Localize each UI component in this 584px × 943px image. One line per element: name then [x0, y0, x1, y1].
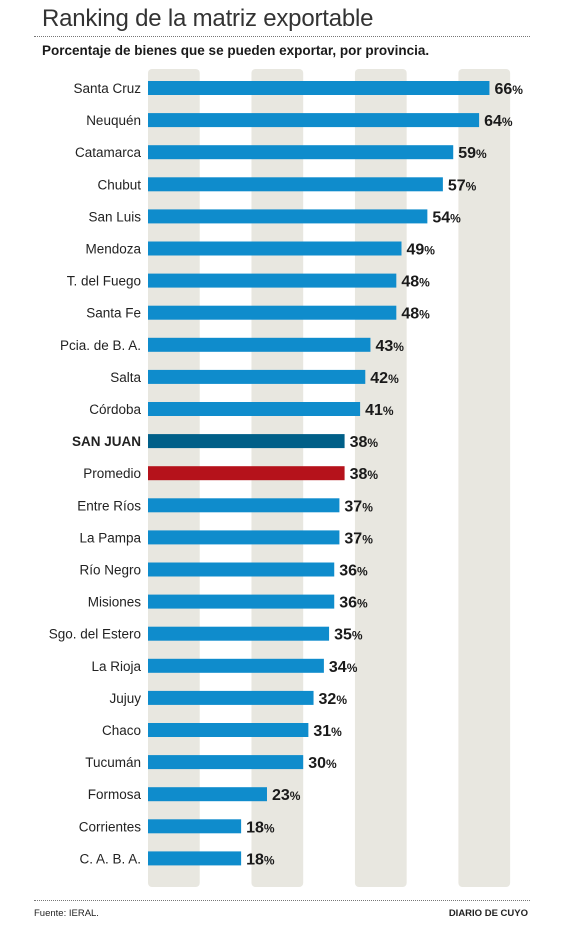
- category-label-catamarca: Catamarca: [75, 145, 142, 160]
- value-label-misiones: 36%: [339, 595, 368, 612]
- value-label-pcia-de-b-a: 43%: [375, 338, 404, 355]
- value-label-santa-fe: 48%: [401, 306, 430, 323]
- value-label-sgo-del-estero: 35%: [334, 627, 363, 644]
- value-label-promedio: 38%: [350, 466, 379, 483]
- category-label-r-o-negro: Río Negro: [79, 563, 141, 578]
- bar-c-rdoba: [148, 402, 361, 416]
- category-label-la-rioja: La Rioja: [91, 659, 141, 674]
- category-label-santa-fe: Santa Fe: [86, 306, 141, 321]
- bar-tucum-n: [148, 755, 304, 770]
- category-label-entre-r-os: Entre Ríos: [77, 498, 141, 513]
- value-label-corrientes: 18%: [246, 819, 275, 836]
- category-label-t-del-fuego: T. del Fuego: [67, 274, 141, 289]
- category-labels: Santa Cruz Neuquén Catamarca Chubut San Luis…: [49, 81, 142, 866]
- value-labels: 66% 64% 59% 57% 54% 49% 48% 48% 43% 42% 41% 38% 38% 3…: [246, 81, 523, 868]
- footer-divider: [34, 900, 530, 901]
- bar-la-pampa: [148, 530, 340, 545]
- category-label-tucum-n: Tucumán: [85, 755, 141, 770]
- value-label-jujuy: 32%: [319, 691, 348, 708]
- value-label-san-juan: 38%: [350, 434, 379, 451]
- category-label-corrientes: Corrientes: [79, 819, 142, 834]
- title-divider: [34, 36, 530, 37]
- chart-subtitle: Porcentaje de bienes que se pueden expor…: [42, 43, 430, 58]
- category-label-c-rdoba: Córdoba: [89, 402, 141, 417]
- value-label-santa-cruz: 66%: [494, 81, 523, 98]
- value-label-salta: 42%: [370, 370, 399, 387]
- bars-group: [148, 81, 490, 866]
- bar-santa-fe: [148, 305, 397, 320]
- bar-mendoza: [148, 241, 402, 256]
- grid-band: [458, 69, 511, 887]
- source-note: Fuente: IERAL.: [34, 908, 99, 919]
- value-label-c-a-b-a: 18%: [246, 851, 275, 868]
- bar-san-juan: [148, 434, 345, 449]
- category-label-santa-cruz: Santa Cruz: [73, 81, 141, 96]
- value-label-catamarca: 59%: [458, 145, 487, 162]
- category-label-salta: Salta: [110, 370, 141, 385]
- bar-entre-r-os: [148, 498, 340, 513]
- bar-neuqu-n: [148, 113, 480, 128]
- category-label-san-luis: San Luis: [88, 209, 141, 224]
- bar-salta: [148, 369, 366, 384]
- value-label-tucum-n: 30%: [308, 755, 337, 772]
- category-label-san-juan: SAN JUAN: [72, 434, 141, 449]
- value-label-c-rdoba: 41%: [365, 402, 394, 419]
- category-label-c-a-b-a: C. A. B. A.: [79, 851, 141, 866]
- bar-corrientes: [148, 819, 242, 834]
- category-label-mendoza: Mendoza: [85, 242, 141, 257]
- bar-chaco: [148, 723, 309, 737]
- category-label-neuqu-n: Neuquén: [86, 113, 141, 128]
- publisher-credit: DIARIO DE CUYO: [448, 908, 528, 919]
- bar-promedio: [148, 466, 345, 481]
- bar-formosa: [148, 787, 267, 802]
- value-label-entre-r-os: 37%: [344, 498, 373, 515]
- chart-title: Ranking de la matriz exportable: [42, 5, 374, 32]
- category-label-misiones: Misiones: [88, 595, 142, 610]
- category-label-formosa: Formosa: [88, 787, 142, 802]
- category-label-chaco: Chaco: [102, 723, 141, 738]
- value-label-r-o-negro: 36%: [339, 563, 368, 580]
- category-label-chubut: Chubut: [97, 177, 141, 192]
- bar-san-luis: [148, 209, 428, 224]
- bar-catamarca: [148, 145, 454, 160]
- bar-t-del-fuego: [148, 273, 397, 288]
- bar-santa-cruz: [148, 81, 490, 95]
- bar-pcia-de-b-a: [148, 337, 371, 352]
- bar-la-rioja: [148, 658, 324, 673]
- value-label-chaco: 31%: [313, 723, 342, 740]
- value-label-chubut: 57%: [448, 177, 477, 194]
- category-label-la-pampa: La Pampa: [79, 530, 141, 545]
- bar-r-o-negro: [148, 562, 335, 577]
- value-label-la-rioja: 34%: [329, 659, 358, 676]
- category-label-promedio: Promedio: [83, 466, 141, 481]
- bar-sgo-del-estero: [148, 626, 330, 641]
- bar-chubut: [148, 177, 443, 192]
- value-label-mendoza: 49%: [406, 242, 435, 259]
- category-label-pcia-de-b-a: Pcia. de B. A.: [60, 338, 141, 353]
- category-label-jujuy: Jujuy: [109, 691, 141, 706]
- bar-jujuy: [148, 690, 314, 705]
- value-label-t-del-fuego: 48%: [401, 274, 430, 291]
- category-label-sgo-del-estero: Sgo. del Estero: [49, 627, 141, 642]
- value-label-formosa: 23%: [272, 787, 301, 804]
- value-label-san-luis: 54%: [432, 209, 461, 226]
- bar-misiones: [148, 594, 335, 609]
- grid-band: [354, 69, 407, 887]
- value-label-neuqu-n: 64%: [484, 113, 513, 130]
- bar-c-a-b-a: [148, 851, 242, 866]
- value-label-la-pampa: 37%: [344, 530, 373, 547]
